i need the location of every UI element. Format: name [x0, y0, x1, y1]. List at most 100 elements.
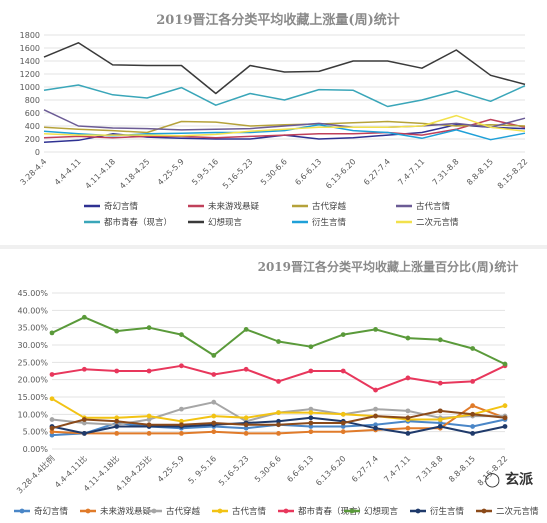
data-point	[308, 406, 314, 412]
data-point	[308, 429, 314, 435]
data-point	[437, 408, 443, 414]
data-point	[308, 368, 314, 374]
x-tick-label: 8.8-8.15	[465, 157, 495, 187]
x-tick-label: 7.4-7.11	[396, 157, 426, 187]
data-point	[146, 422, 152, 428]
data-point	[114, 424, 120, 429]
x-tick-label: 7.31-8.8	[431, 157, 461, 187]
data-point	[179, 363, 184, 369]
x-tick-label: 4.4-4.11	[53, 157, 83, 187]
data-point	[373, 422, 378, 428]
legend-label: 古代言情	[416, 201, 451, 212]
legend-marker	[217, 508, 223, 514]
data-point	[340, 429, 346, 435]
y-tick-label: 10.00%	[17, 410, 48, 419]
data-point	[81, 314, 87, 320]
chart-panel-weekly-percent: 2019晋江各分类平均收藏上涨量百分比(周)统计 0.00% 5.00% 10.00%…	[0, 245, 547, 523]
data-point	[179, 332, 184, 337]
data-point	[146, 417, 152, 422]
y-tick-label: 0	[35, 148, 40, 157]
legend-label: 幻想现言	[208, 217, 243, 228]
data-point	[276, 422, 281, 428]
data-point	[502, 361, 508, 367]
chart-weekly-percent: 2019晋江各分类平均收藏上涨量百分比(周)统计 0.00% 5.00% 10.00%…	[14, 259, 539, 517]
data-point	[211, 353, 217, 358]
data-point	[243, 415, 249, 421]
chart-title: 2019晋江各分类平均收藏上涨量百分比(周)统计	[258, 259, 519, 274]
data-point	[276, 379, 281, 384]
x-tick-label: 4.25-5.9	[156, 454, 186, 484]
data-point	[308, 424, 314, 429]
y-tick-label: 200	[25, 135, 40, 144]
chart-weekly-gains: 2019晋江各分类平均收藏上涨量(周)统计 0 200 400 600 800 1000 12…	[18, 12, 529, 228]
legend-marker	[85, 508, 91, 514]
series-line	[43, 109, 526, 131]
x-tick-label: 6.27-7.4	[362, 157, 392, 187]
legend-marker	[151, 508, 157, 514]
y-tick-label: 40.00%	[17, 306, 48, 315]
data-point	[437, 424, 443, 429]
y-tick-label: 25.00%	[17, 358, 48, 367]
data-point	[373, 413, 378, 419]
wechat-icon: ◯	[484, 472, 501, 488]
legend-label: 未来游戏悬疑	[100, 506, 152, 517]
watermark-text: 玄派	[505, 472, 533, 488]
legend-label: 衍生言情	[312, 217, 347, 228]
legend-label: 未来游戏悬疑	[208, 201, 260, 212]
data-point	[49, 417, 55, 422]
legend-label: 古代穿越	[166, 506, 201, 517]
y-tick-label: 5.00%	[23, 428, 49, 437]
data-point	[373, 387, 378, 393]
data-point	[243, 425, 249, 431]
data-point	[146, 413, 152, 419]
data-point	[340, 411, 346, 417]
data-point	[243, 431, 249, 436]
data-point	[179, 406, 184, 412]
y-tick-label: 1600	[20, 44, 40, 53]
data-point	[470, 431, 476, 436]
data-point	[49, 372, 55, 377]
legend-label: 都市青春（现言）	[298, 506, 366, 517]
data-point	[49, 425, 55, 431]
data-point	[470, 411, 476, 417]
x-tick-label: 3.28-4.4	[18, 157, 48, 187]
series-line	[43, 42, 526, 95]
x-tick-label: 6.27-7.4	[350, 454, 380, 484]
legend-label: 都市青春（现言）	[104, 217, 172, 228]
legend-marker	[481, 508, 487, 514]
y-tick-label: 800	[25, 96, 40, 105]
legend-marker	[283, 508, 289, 514]
data-point	[502, 403, 508, 409]
legend-marker	[415, 508, 421, 514]
x-tick-label: 5.9-5.16	[190, 157, 220, 187]
y-tick-label: 45.00%	[17, 289, 48, 298]
data-point	[211, 420, 217, 426]
data-point	[114, 368, 120, 374]
y-tick-label: 15.00%	[17, 393, 48, 402]
x-tick-label: 4.25-5.9	[156, 157, 186, 187]
data-point	[308, 344, 314, 350]
data-point	[114, 328, 120, 334]
data-point	[146, 325, 152, 331]
x-tick-label: 6.6-6.13	[285, 454, 315, 484]
x-tick-label: 5.16-5.23	[217, 454, 251, 488]
data-point	[405, 408, 411, 414]
data-point	[146, 368, 152, 374]
data-point	[405, 335, 411, 341]
y-tick-label: 20.00%	[17, 376, 48, 385]
data-point	[405, 415, 411, 421]
data-point	[243, 366, 249, 372]
y-tick-label: 400	[25, 122, 40, 131]
legend-label: 古代穿越	[312, 201, 347, 212]
data-point	[276, 431, 281, 436]
data-point	[179, 418, 184, 424]
x-tick-label: 5. 9-5.16	[186, 454, 218, 486]
y-tick-label: 1800	[20, 31, 40, 40]
y-tick-label: 600	[25, 109, 40, 118]
data-point	[146, 431, 152, 436]
data-point	[179, 422, 184, 428]
y-tick-label: 1400	[20, 57, 40, 66]
data-point	[470, 346, 476, 351]
data-point	[373, 406, 378, 412]
data-point	[211, 399, 217, 405]
